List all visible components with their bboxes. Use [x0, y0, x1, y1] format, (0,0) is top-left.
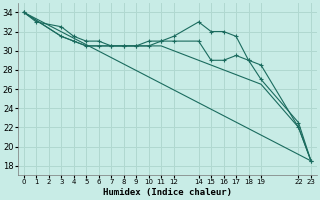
X-axis label: Humidex (Indice chaleur): Humidex (Indice chaleur)	[103, 188, 232, 197]
